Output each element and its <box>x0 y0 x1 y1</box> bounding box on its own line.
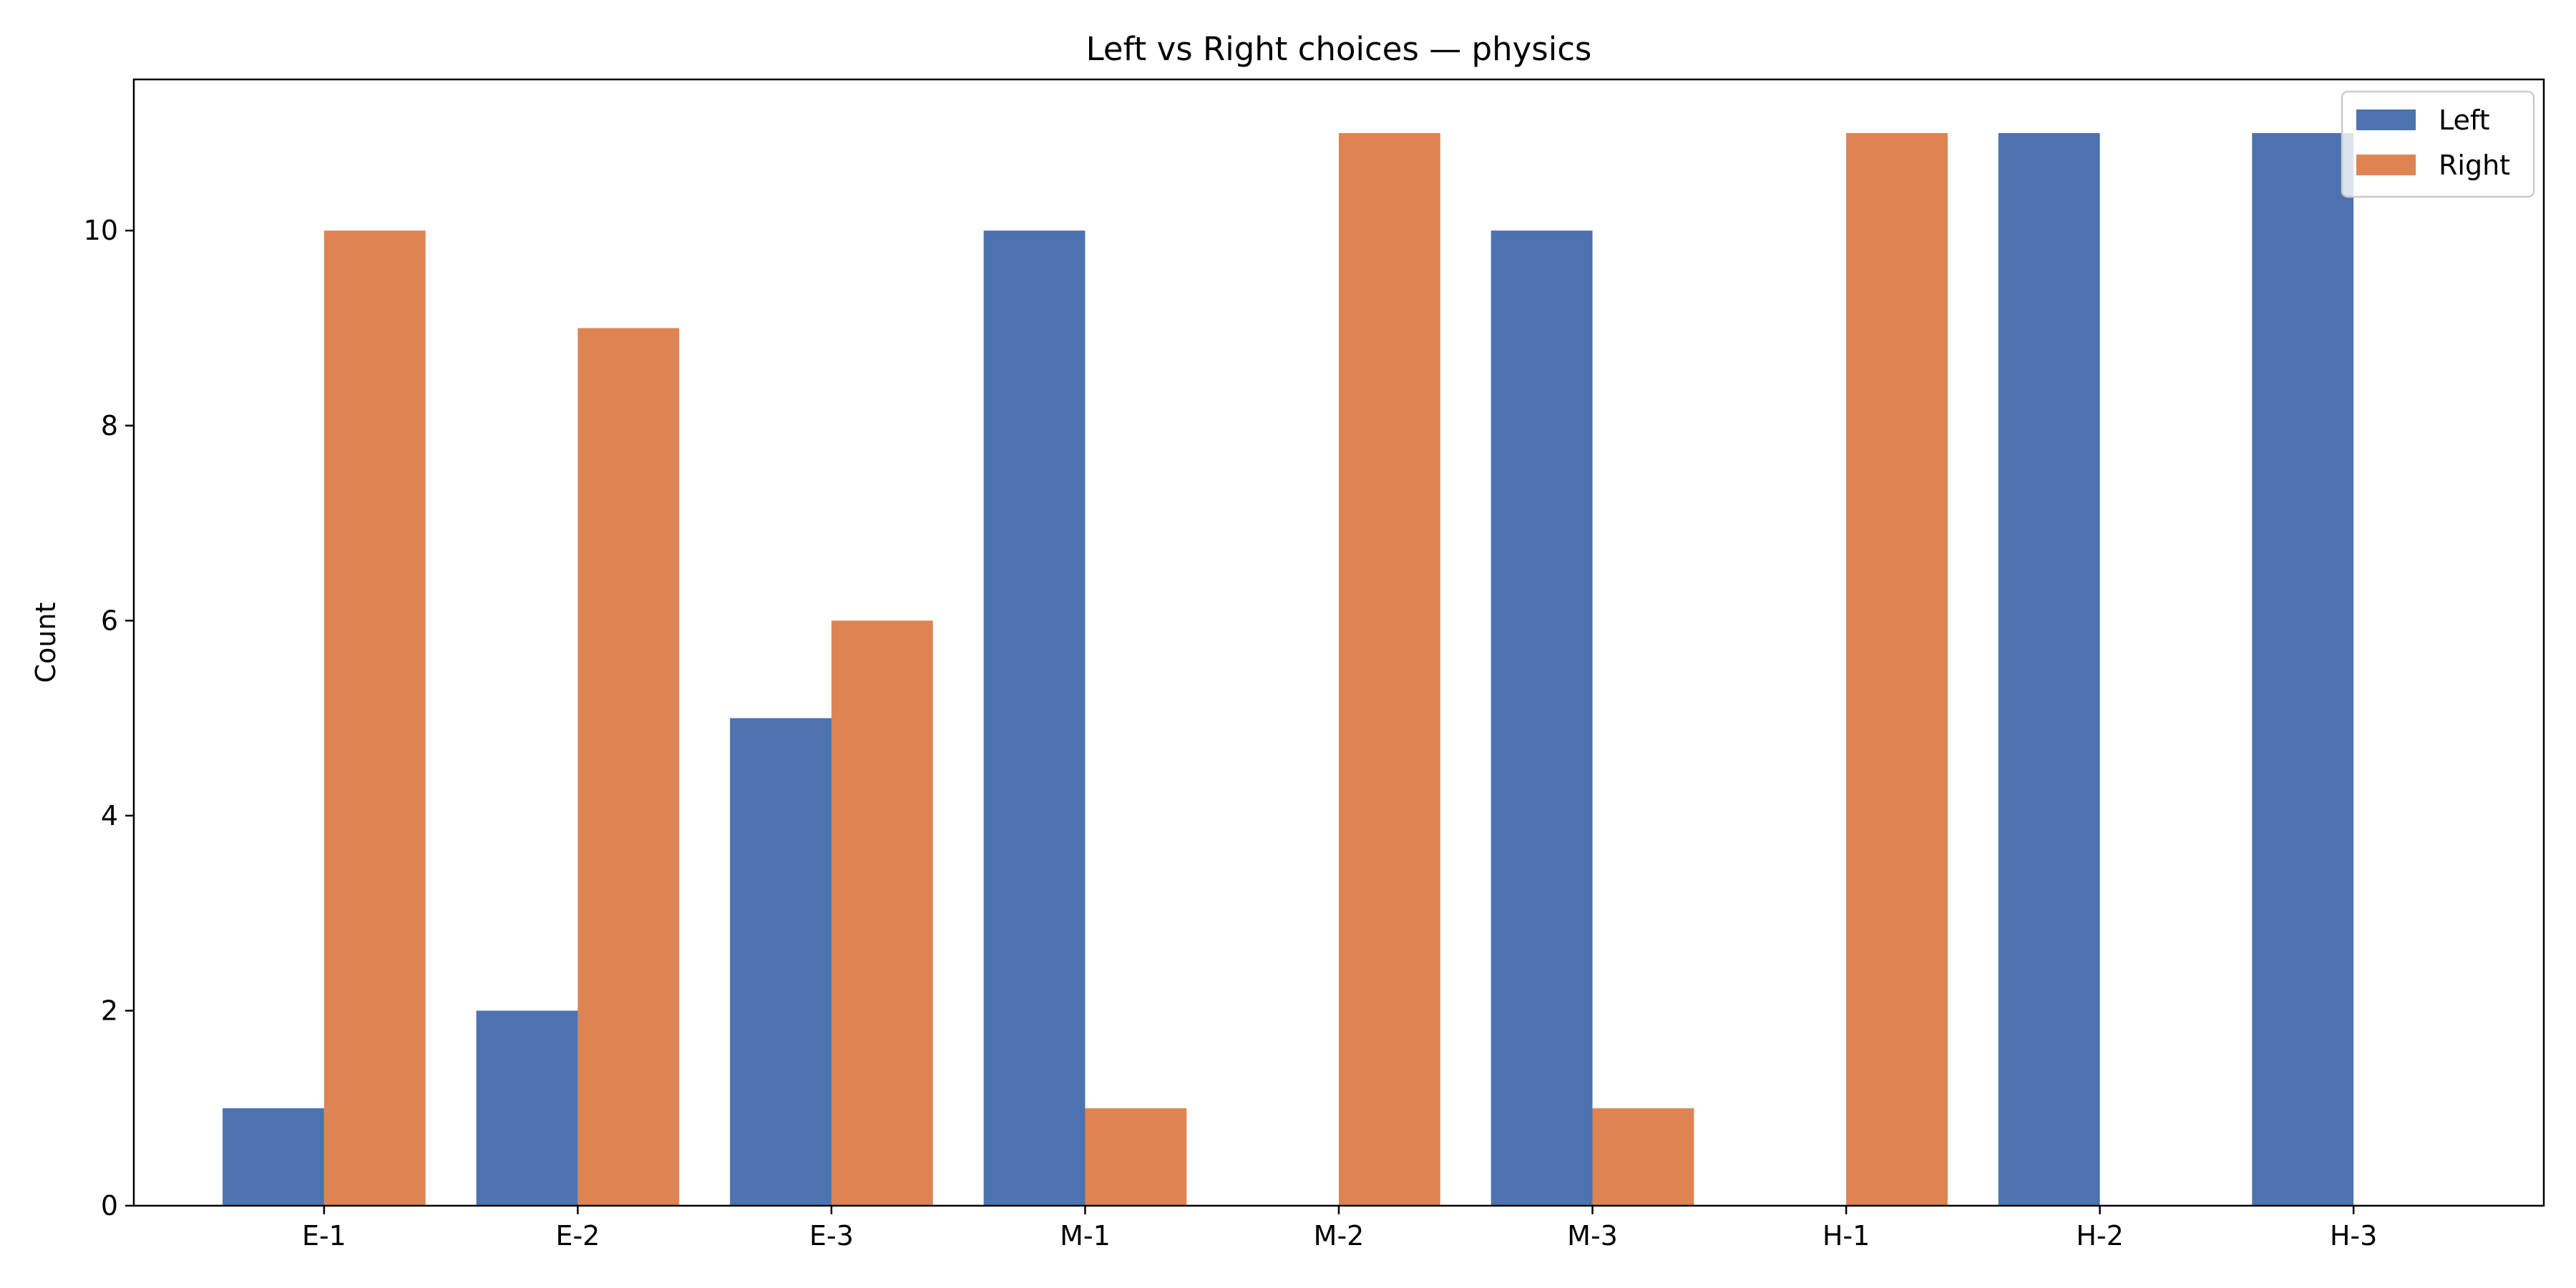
plot-frame <box>132 78 2545 1207</box>
legend-swatch-left <box>2356 109 2416 130</box>
x-tick-label: H-1 <box>1823 1220 1870 1252</box>
bar-left-e-2 <box>476 1010 578 1206</box>
bar-right-e-2 <box>577 328 680 1206</box>
x-axis-ticks: E-1 E-2 E-3 M-1 M-2 M-3 H-1 H-2 H-3 <box>302 1206 2377 1252</box>
x-tick-label: E-1 <box>302 1220 346 1252</box>
x-tick-label: M-3 <box>1567 1220 1618 1252</box>
legend-label-left: Left <box>2439 104 2490 136</box>
bar-right-m-1 <box>1085 1108 1187 1206</box>
bar-left-m-3 <box>1491 230 1593 1206</box>
x-tick-label: H-2 <box>2076 1220 2123 1252</box>
y-tick-label: 2 <box>101 995 118 1026</box>
bar-left-h-2 <box>1998 132 2100 1206</box>
legend-label-right: Right <box>2439 150 2510 181</box>
legend: Left Right <box>2341 90 2535 198</box>
bar-left-e-1 <box>223 1108 324 1206</box>
chart-title: Left vs Right choices — physics <box>1086 30 1592 68</box>
legend-swatch-right <box>2356 155 2416 175</box>
bar-right-m-3 <box>1592 1108 1694 1206</box>
bars-group <box>223 132 2354 1206</box>
y-tick-label: 8 <box>101 410 118 441</box>
x-tick-label: M-1 <box>1060 1220 1111 1252</box>
bar-left-e-3 <box>730 718 831 1206</box>
bar-right-m-2 <box>1339 132 1440 1206</box>
bar-right-h-1 <box>1846 132 1948 1206</box>
y-tick-label: 0 <box>101 1190 118 1221</box>
bar-right-e-1 <box>323 230 426 1206</box>
x-tick-label: E-2 <box>555 1220 600 1252</box>
bar-right-e-3 <box>831 620 933 1206</box>
bar-left-m-1 <box>983 230 1085 1206</box>
y-tick-label: 10 <box>84 215 118 246</box>
y-tick-label: 4 <box>101 800 118 831</box>
x-tick-label: M-2 <box>1314 1220 1365 1252</box>
y-axis-label: Count <box>30 602 62 683</box>
x-tick-label: H-3 <box>2330 1220 2377 1252</box>
y-axis-ticks: 0 2 4 6 8 10 <box>84 215 134 1221</box>
x-tick-label: E-3 <box>809 1220 854 1252</box>
bar-left-h-3 <box>2252 132 2354 1206</box>
y-tick-label: 6 <box>101 605 118 636</box>
